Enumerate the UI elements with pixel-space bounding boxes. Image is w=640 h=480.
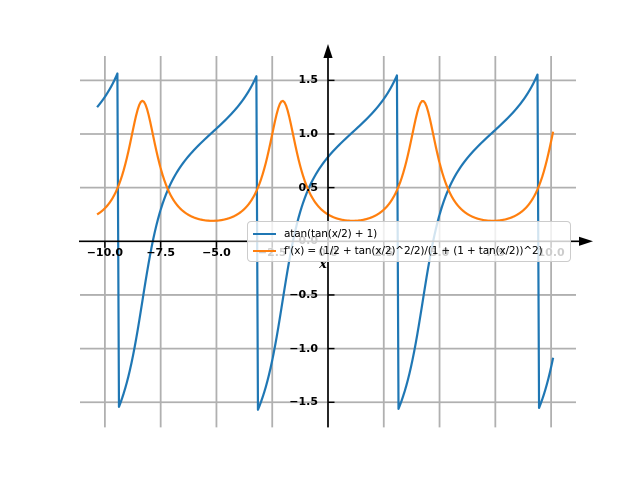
legend-label-atan: atan(tan(x/2) + 1) <box>284 227 378 240</box>
legend-line-sample-blue <box>253 232 276 235</box>
legend-line-sample-orange <box>253 249 276 252</box>
curve-atan <box>96 72 555 411</box>
x-axis-label: x <box>319 257 327 272</box>
x-axis-arrowhead <box>579 236 593 246</box>
legend-entry-derivative: f'(x) = (1/2 + tan(x/2)^2/2)/(1 + (1 + t… <box>253 243 565 258</box>
y-axis-arrowhead <box>323 44 333 58</box>
legend: atan(tan(x/2) + 1) f'(x) = (1/2 + tan(x/… <box>247 221 571 262</box>
legend-label-derivative: f'(x) = (1/2 + tan(x/2)^2/2)/(1 + (1 + t… <box>284 244 543 257</box>
curve-derivative <box>96 99 555 222</box>
legend-entry-atan: atan(tan(x/2) + 1) <box>253 226 565 241</box>
